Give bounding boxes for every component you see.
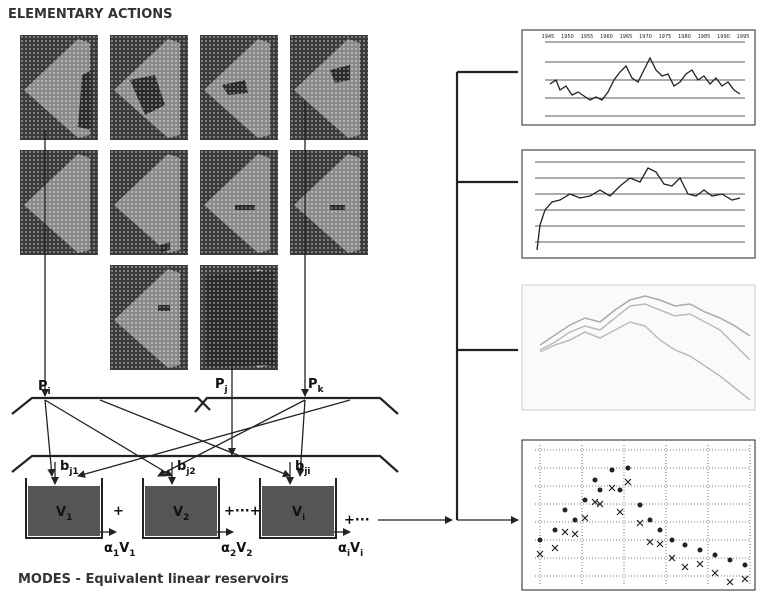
axis-label: 1970 bbox=[639, 34, 652, 40]
map-tile bbox=[200, 150, 278, 255]
chart-thumbnail bbox=[522, 285, 755, 410]
map-tile bbox=[110, 265, 188, 370]
marker bbox=[598, 488, 603, 493]
tile-grid bbox=[110, 150, 188, 255]
axis-label: 1975 bbox=[659, 34, 672, 40]
map-tile bbox=[20, 35, 98, 140]
chart-thumbnail bbox=[522, 440, 755, 590]
axis-label: 1960 bbox=[600, 34, 613, 40]
tile-grid bbox=[20, 150, 98, 255]
marker bbox=[743, 563, 748, 568]
output-label: αiVi bbox=[338, 541, 363, 559]
operator: + bbox=[113, 504, 124, 519]
axis-label: 1980 bbox=[678, 34, 691, 40]
output-label: α2V2 bbox=[221, 541, 253, 559]
output-label: α1V1 bbox=[104, 541, 136, 559]
axis-label: 1990 bbox=[717, 34, 730, 40]
marker bbox=[728, 558, 733, 563]
tile-grid bbox=[290, 150, 368, 255]
operator: +··· bbox=[344, 513, 370, 528]
marker bbox=[583, 498, 588, 503]
marker bbox=[563, 508, 568, 513]
marker bbox=[658, 528, 663, 533]
axis-label: 1945 bbox=[542, 34, 555, 40]
input-label: Pi bbox=[38, 379, 51, 397]
tile-grid bbox=[200, 35, 278, 140]
marker bbox=[683, 543, 688, 548]
channels bbox=[12, 398, 398, 476]
caption: MODES - Equivalent linear reservoirs bbox=[18, 572, 289, 587]
tile-grid bbox=[110, 265, 188, 370]
map-tile bbox=[290, 150, 368, 255]
axis-label: 1950 bbox=[561, 34, 574, 40]
title: ELEMENTARY ACTIONS bbox=[8, 7, 173, 22]
tile-grid bbox=[20, 35, 98, 140]
operator: +···+ bbox=[224, 504, 261, 519]
marker bbox=[610, 468, 615, 473]
axis-label: 1985 bbox=[698, 34, 711, 40]
marker bbox=[618, 488, 623, 493]
marker bbox=[553, 528, 558, 533]
bracket bbox=[378, 72, 518, 520]
map-tile bbox=[200, 35, 278, 140]
axis-label: 1955 bbox=[581, 34, 594, 40]
input-label: Pk bbox=[308, 377, 325, 395]
marker bbox=[713, 553, 718, 558]
diagram: ELEMENTARY ACTIONS Pi Pj Pk bj1 bj2 bji bbox=[0, 0, 765, 594]
marker bbox=[648, 518, 653, 523]
marker bbox=[698, 548, 703, 553]
marker bbox=[573, 518, 578, 523]
map-tile bbox=[20, 150, 98, 255]
map-tile bbox=[110, 35, 188, 140]
tile-grid bbox=[110, 35, 188, 140]
tile-grid bbox=[200, 150, 278, 255]
marker bbox=[626, 466, 631, 471]
marker bbox=[538, 538, 543, 543]
tile-grid bbox=[290, 35, 368, 140]
map-tile bbox=[290, 35, 368, 140]
tile-grid bbox=[200, 265, 278, 370]
axis-label: 1965 bbox=[620, 34, 633, 40]
chart-thumbnail: 1945 1950 1955 1960 1965 1970 1975 1980 1985 1990… bbox=[522, 30, 755, 125]
map-tiles bbox=[20, 35, 368, 370]
marker bbox=[593, 478, 598, 483]
axis-label: 1995 bbox=[737, 34, 750, 40]
marker bbox=[638, 503, 643, 508]
coefficient-label: bj1 bbox=[60, 459, 79, 477]
coefficient-label: bji bbox=[295, 459, 310, 477]
input-label: Pj bbox=[215, 377, 228, 395]
map-tile bbox=[200, 265, 278, 370]
chart-thumbnail bbox=[522, 150, 755, 258]
map-tile bbox=[110, 150, 188, 255]
marker bbox=[670, 538, 675, 543]
